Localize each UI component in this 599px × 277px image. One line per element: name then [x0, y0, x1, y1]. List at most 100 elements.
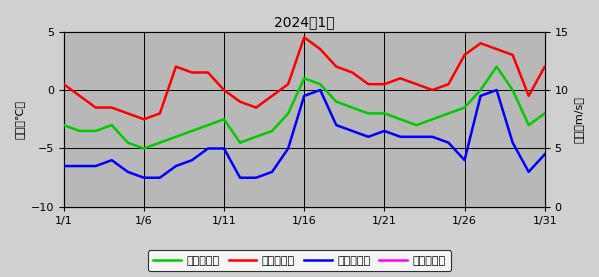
Y-axis label: 風速（m/s）: 風速（m/s） — [574, 96, 584, 143]
日最高気温 — [429, 88, 436, 92]
Title: 2024年1月: 2024年1月 — [274, 15, 334, 29]
日平均気温 — [413, 124, 420, 127]
日最低気温 — [301, 94, 308, 98]
日平均風速 — [285, 182, 292, 185]
日平均気温 — [237, 141, 244, 144]
日平均風速 — [349, 170, 356, 174]
日最高気温 — [301, 36, 308, 39]
日平均気温 — [493, 65, 500, 68]
日平均風速 — [477, 164, 484, 168]
日平均気温 — [268, 129, 276, 133]
日最高気温 — [92, 106, 99, 109]
日最高気温 — [397, 77, 404, 80]
日最高気温 — [220, 88, 228, 92]
日平均気温 — [301, 77, 308, 80]
日平均風速 — [60, 182, 67, 185]
日平均風速 — [76, 188, 83, 191]
日平均風速 — [461, 176, 468, 179]
日平均気温 — [140, 147, 147, 150]
日最低気温 — [349, 129, 356, 133]
Y-axis label: 気温（℃）: 気温（℃） — [15, 100, 25, 139]
Line: 日最低気温: 日最低気温 — [63, 90, 544, 178]
日平均気温 — [461, 106, 468, 109]
日最高気温 — [477, 42, 484, 45]
Line: 日平均気温: 日平均気温 — [63, 67, 544, 148]
日最低気温 — [108, 158, 116, 162]
日最低気温 — [493, 88, 500, 92]
日最低気温 — [253, 176, 260, 179]
日最高気温 — [365, 83, 372, 86]
日最高気温 — [188, 71, 195, 74]
日平均気温 — [317, 83, 324, 86]
日最低気温 — [268, 170, 276, 174]
日平均気温 — [332, 100, 340, 103]
Legend: 日平均気温, 日最高気温, 日最低気温, 日平均風速: 日平均気温, 日最高気温, 日最低気温, 日平均風速 — [148, 250, 451, 271]
日最高気温 — [156, 112, 164, 115]
日平均気温 — [509, 88, 516, 92]
日最低気温 — [509, 141, 516, 144]
日最低気温 — [477, 94, 484, 98]
日平均気温 — [445, 112, 452, 115]
日最高気温 — [173, 65, 180, 68]
日平均風速 — [253, 182, 260, 185]
日最高気温 — [525, 94, 533, 98]
日平均風速 — [332, 141, 340, 144]
日最高気温 — [253, 106, 260, 109]
日最高気温 — [140, 118, 147, 121]
日平均風速 — [445, 176, 452, 179]
日平均気温 — [204, 124, 211, 127]
日平均風速 — [397, 124, 404, 127]
日平均風速 — [124, 188, 131, 191]
日最低気温 — [397, 135, 404, 138]
日最高気温 — [108, 106, 116, 109]
日平均風速 — [541, 30, 548, 33]
日平均気温 — [60, 124, 67, 127]
日最高気温 — [60, 83, 67, 86]
日最低気温 — [188, 158, 195, 162]
日最低気温 — [92, 164, 99, 168]
日平均気温 — [397, 118, 404, 121]
日平均風速 — [204, 176, 211, 179]
日最低気温 — [237, 176, 244, 179]
日平均気温 — [108, 124, 116, 127]
日平均風速 — [317, 118, 324, 121]
日最低気温 — [332, 124, 340, 127]
日最低気温 — [365, 135, 372, 138]
日平均気温 — [477, 88, 484, 92]
日平均気温 — [541, 112, 548, 115]
日最高気温 — [349, 71, 356, 74]
日平均風速 — [173, 188, 180, 191]
日最高気温 — [76, 94, 83, 98]
日最低気温 — [220, 147, 228, 150]
日平均気温 — [381, 112, 388, 115]
日平均風速 — [429, 164, 436, 168]
日平均気温 — [173, 135, 180, 138]
日最低気温 — [124, 170, 131, 174]
日最低気温 — [173, 164, 180, 168]
日最高気温 — [204, 71, 211, 74]
日平均気温 — [429, 118, 436, 121]
日最高気温 — [509, 53, 516, 57]
日最高気温 — [461, 53, 468, 57]
日平均風速 — [493, 182, 500, 185]
日平均風速 — [108, 188, 116, 191]
日最高気温 — [124, 112, 131, 115]
日最高気温 — [268, 94, 276, 98]
日平均風速 — [365, 153, 372, 156]
日平均風速 — [381, 94, 388, 98]
日最低気温 — [285, 147, 292, 150]
日平均気温 — [76, 129, 83, 133]
日平均風速 — [92, 188, 99, 191]
日平均風速 — [525, 176, 533, 179]
日最低気温 — [156, 176, 164, 179]
日最高気温 — [332, 65, 340, 68]
日平均気温 — [285, 112, 292, 115]
日最低気温 — [445, 141, 452, 144]
日平均風速 — [301, 147, 308, 150]
日最低気温 — [204, 147, 211, 150]
日平均風速 — [413, 164, 420, 168]
日最高気温 — [541, 65, 548, 68]
日平均風速 — [220, 176, 228, 179]
日平均気温 — [220, 118, 228, 121]
日平均風速 — [156, 182, 164, 185]
